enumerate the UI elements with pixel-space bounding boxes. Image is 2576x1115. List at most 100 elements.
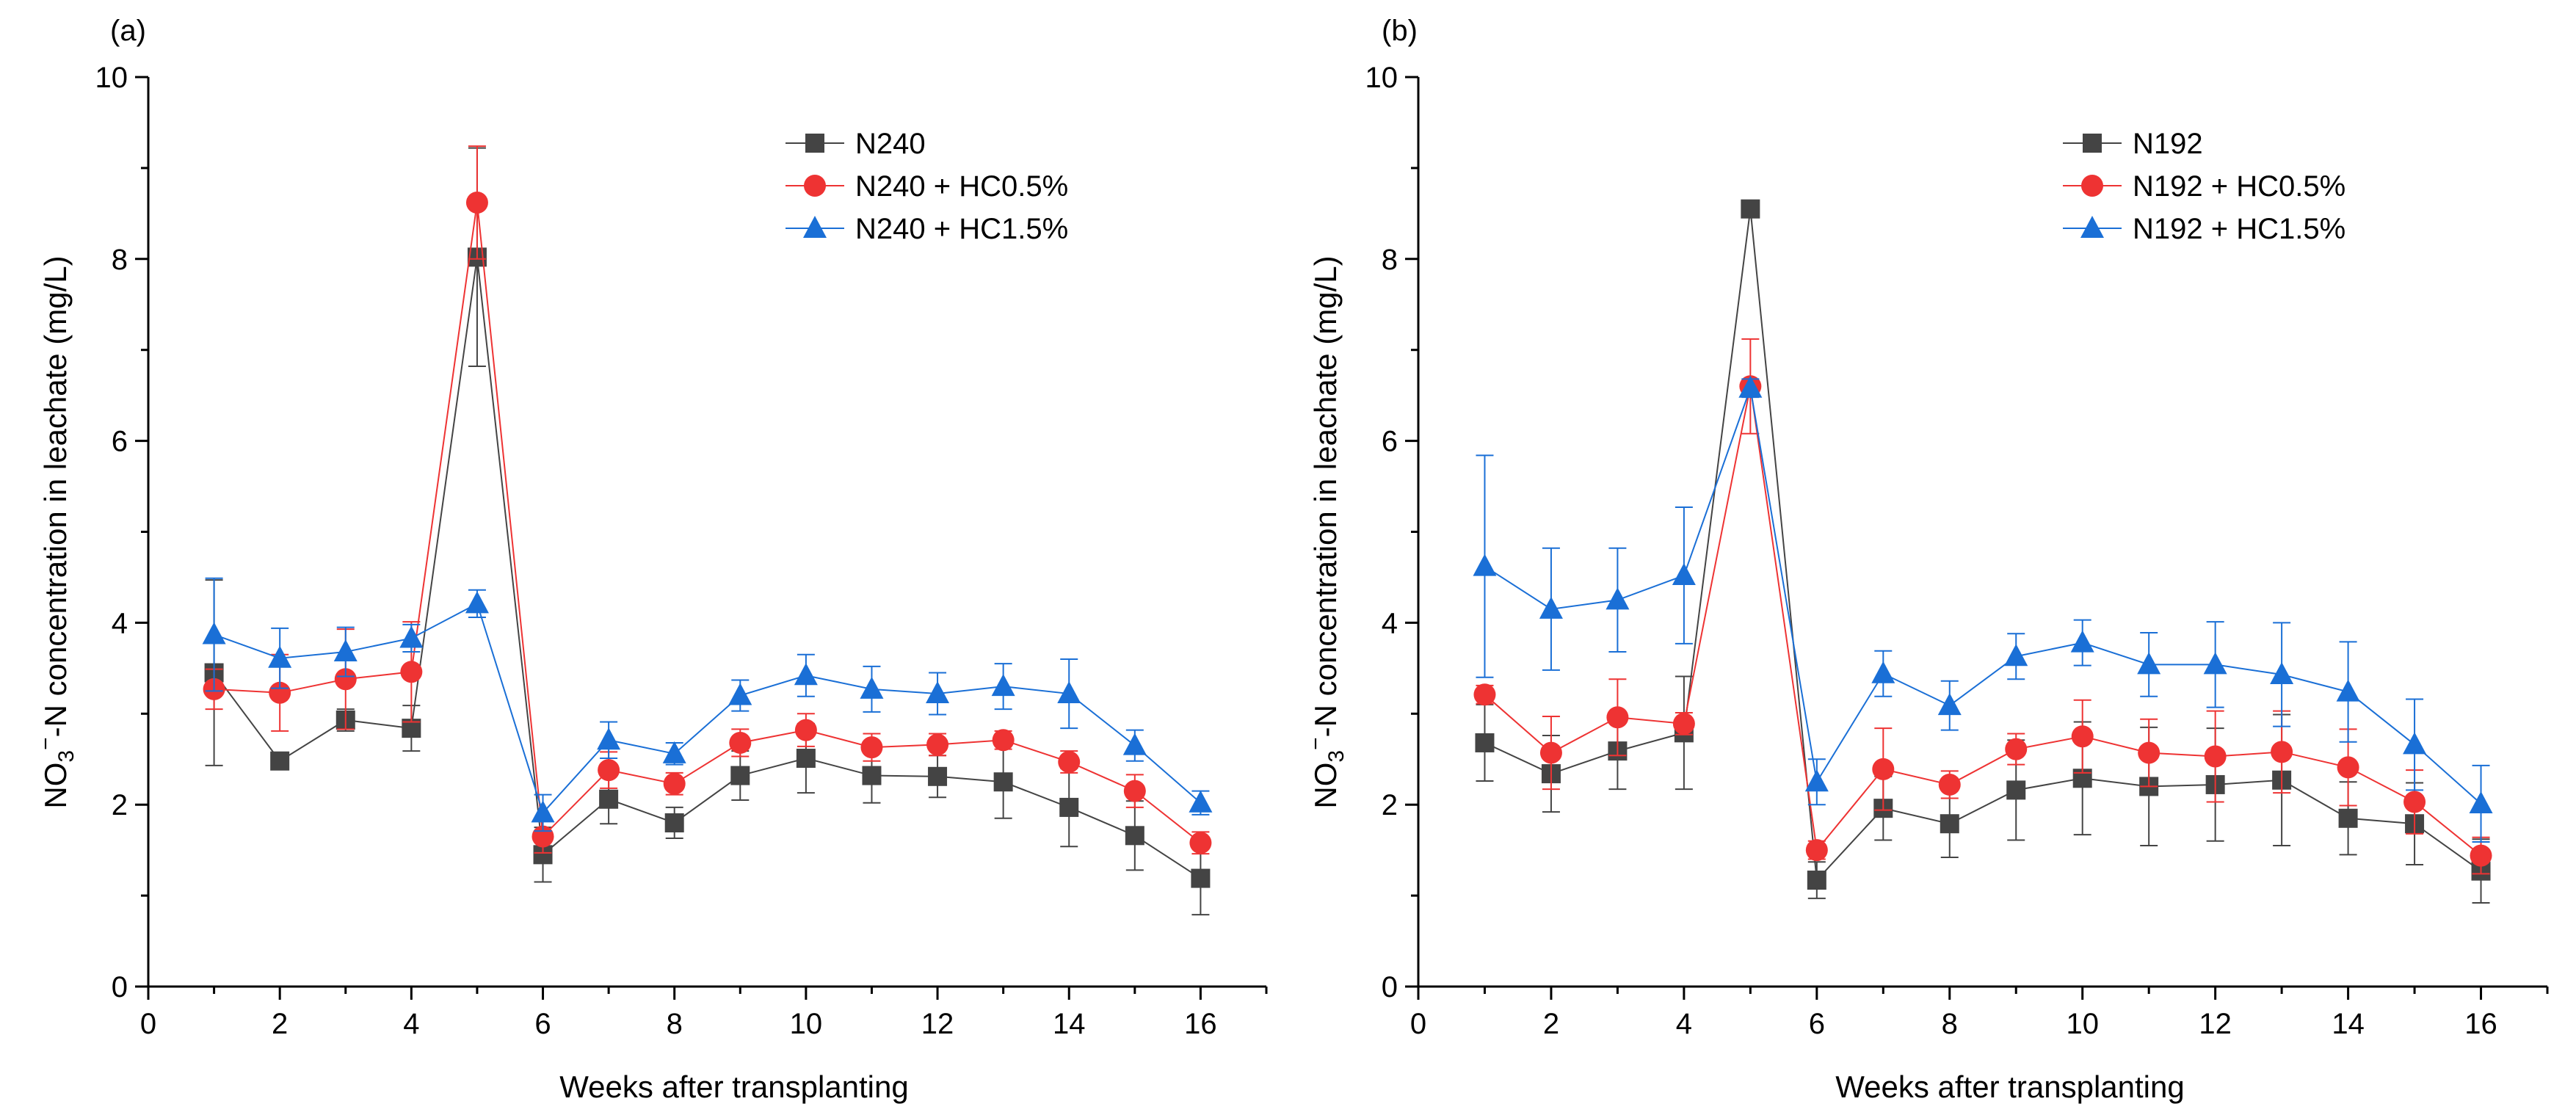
data-point: [2004, 644, 2028, 667]
data-point: [662, 741, 686, 763]
data-point: [1672, 712, 1695, 735]
data-point: [1672, 562, 1696, 585]
legend-label: N240 + HC1.5%: [855, 213, 1068, 245]
series-line: [1484, 385, 2482, 805]
legend-label: N240: [855, 128, 926, 160]
data-point: [1539, 741, 1562, 764]
data-point: [202, 622, 226, 644]
data-point: [862, 766, 882, 785]
series-line: [1484, 208, 2482, 882]
data-point: [1475, 733, 1495, 752]
data-point: [2470, 844, 2492, 867]
data-point: [400, 661, 423, 683]
panel-label-a: (a): [110, 15, 146, 47]
series-line: [213, 257, 1201, 879]
data-point: [333, 639, 358, 662]
data-point: [2403, 791, 2426, 813]
data-point: [663, 772, 686, 795]
x-tick-label: 2: [272, 1008, 288, 1040]
data-point: [860, 676, 884, 699]
data-point: [2137, 652, 2161, 675]
data-point: [2403, 732, 2427, 755]
data-point: [1191, 868, 1211, 888]
data-point: [992, 729, 1015, 752]
data-point: [1871, 661, 1895, 683]
axis-ticks-a: 0 2 4 6 8 10 12 14 16 0 2 4 6 8 10: [95, 62, 1268, 1040]
y-tick-label: 8: [112, 244, 128, 276]
y-tick-label: 2: [112, 789, 128, 821]
legend-marker: [2080, 216, 2104, 238]
x-tick-label: 16: [1184, 1008, 1217, 1040]
data-point: [270, 751, 290, 771]
data-point: [465, 591, 489, 614]
x-tick-label: 0: [1410, 1008, 1426, 1040]
y-tick-label: 0: [112, 971, 128, 1003]
panel-label-b: (b): [1382, 15, 1418, 47]
axis-ticks-b: 0 2 4 6 8 10 12 14 16 0 2 4 6 8 10: [1365, 62, 2549, 1040]
legend-marker: [804, 175, 826, 197]
data-point: [1606, 706, 1629, 729]
legend-label: N192 + HC1.5%: [2133, 213, 2345, 245]
data-point: [1872, 758, 1895, 780]
data-point: [1122, 733, 1147, 755]
series-n240-hc0-5-: [203, 145, 1212, 855]
data-point: [2271, 741, 2293, 763]
data-point: [269, 681, 291, 704]
data-point: [2338, 808, 2358, 828]
x-tick-label: 16: [2464, 1008, 2497, 1040]
legend-b: N192 N192 + HC0.5% N192 + HC1.5%: [2063, 128, 2345, 245]
data-point: [1804, 769, 1829, 792]
legend-marker: [805, 134, 824, 153]
data-point: [1807, 871, 1826, 890]
data-point: [730, 766, 750, 785]
data-point: [664, 813, 684, 832]
series-line: [1484, 386, 2482, 857]
data-point: [1057, 681, 1081, 704]
data-point: [928, 766, 948, 786]
data-point: [531, 800, 555, 823]
chart-panel-b: (b) 0 2 4 6 8 10 12 14 16 0 2 4 6 8 10 Weeks after tra…: [1304, 15, 2549, 1104]
data-point: [1189, 832, 1212, 854]
x-tick-label: 12: [921, 1008, 954, 1040]
plot-area-a: [202, 145, 1213, 916]
x-tick-label: 14: [2332, 1008, 2365, 1040]
x-axis-title-a: Weeks after transplanting: [559, 1069, 908, 1104]
series-n240-hc1-5-: [202, 577, 1213, 832]
x-tick-label: 2: [1543, 1008, 1559, 1040]
data-point: [1125, 826, 1144, 846]
data-point: [728, 683, 752, 705]
data-point: [1937, 693, 1962, 716]
x-tick-label: 4: [1676, 1008, 1692, 1040]
x-tick-label: 8: [1942, 1008, 1958, 1040]
series-line: [214, 202, 1202, 844]
data-point: [1938, 773, 1961, 796]
data-point: [2203, 652, 2227, 675]
data-point: [399, 625, 424, 648]
data-point: [794, 663, 818, 686]
data-point: [926, 733, 949, 756]
y-axis-title-b: NO3−-N concentration in leachate (mg/L): [1304, 255, 1349, 808]
legend-label: N240 + HC0.5%: [855, 170, 1068, 203]
data-point: [334, 668, 357, 691]
y-tick-label: 2: [1382, 789, 1398, 821]
legend-marker: [2083, 134, 2102, 153]
legend-marker: [803, 216, 827, 238]
data-point: [2070, 630, 2094, 653]
data-point: [268, 645, 292, 668]
data-point: [598, 759, 620, 782]
legend-a: N240 N240 + HC0.5% N240 + HC1.5%: [786, 128, 1068, 245]
data-point: [2138, 741, 2160, 764]
y-tick-label: 6: [112, 426, 128, 458]
x-tick-label: 8: [667, 1008, 683, 1040]
data-point: [599, 789, 619, 809]
x-tick-label: 12: [2199, 1008, 2232, 1040]
data-point: [1473, 683, 1496, 706]
data-point: [1123, 780, 1146, 802]
data-point: [1189, 790, 1213, 813]
series-n192: [1475, 199, 2491, 904]
chart-panel-a: (a) 0 2 4 6 8 10 12 14 16 0 2 4 6 8 10 Weeks after tra…: [34, 15, 1268, 1104]
data-point: [1059, 797, 1079, 817]
legend-marker: [2081, 175, 2103, 197]
data-point: [2005, 738, 2028, 760]
